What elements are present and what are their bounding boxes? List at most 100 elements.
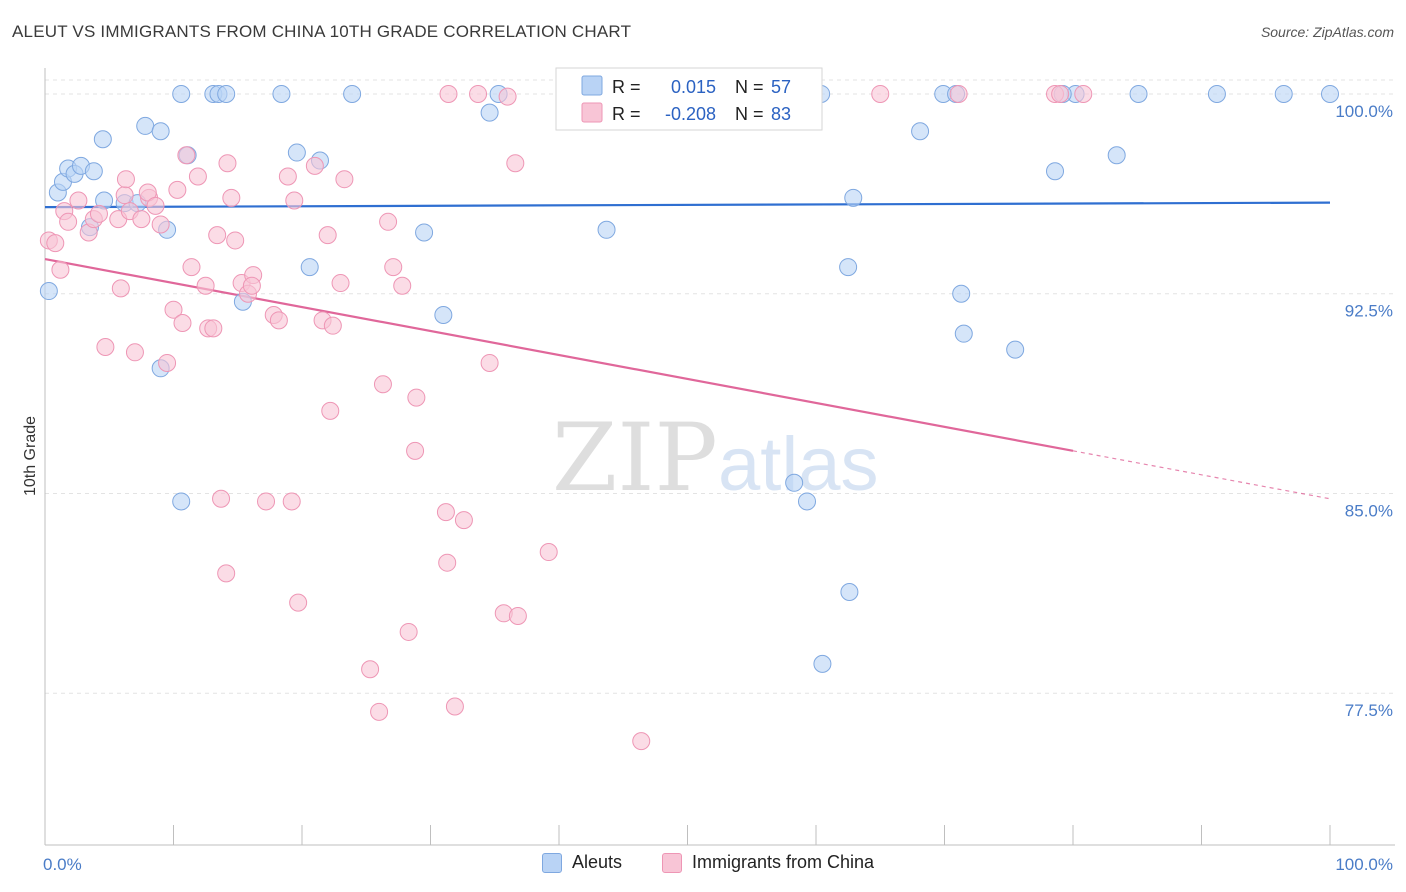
aleut-point (172, 84, 191, 103)
china-point (289, 593, 308, 612)
trend-line-aleuts (44, 201, 1331, 209)
aleut-point (952, 284, 971, 303)
china-point (506, 154, 525, 173)
aleut-point (597, 220, 616, 239)
axes (44, 68, 1395, 846)
legend-china-n-label: N = (735, 104, 764, 124)
aleut-point (839, 258, 858, 277)
china-point (212, 489, 231, 508)
china-point (285, 191, 304, 210)
china-point (480, 353, 499, 372)
aleut-point (415, 223, 434, 242)
china-point (132, 210, 151, 229)
aleut-point (1046, 162, 1065, 181)
china-point (871, 84, 890, 103)
china-point (116, 170, 135, 189)
legend-label-aleuts: Aleuts (572, 852, 623, 872)
y-axis-label: 10th Grade (22, 416, 39, 496)
legend-china-n-value: 83 (771, 104, 791, 124)
aleut-point (1321, 84, 1339, 103)
aleut-point (844, 188, 863, 207)
china-point (439, 84, 458, 103)
china-point (173, 314, 192, 333)
y-tick-label: 100.0% (1335, 102, 1393, 121)
china-point (331, 274, 350, 293)
aleut-point (1129, 84, 1148, 103)
gridlines (45, 79, 1395, 694)
aleut-point (272, 84, 291, 103)
china-point (46, 234, 65, 253)
y-tick-label: 85.0% (1345, 501, 1393, 520)
aleut-point (480, 103, 499, 122)
watermark-zip: ZIP (552, 404, 718, 513)
y-tick-label: 92.5% (1345, 302, 1393, 321)
aleut-point (840, 582, 859, 601)
aleut-point (434, 306, 453, 325)
aleut-point (813, 654, 832, 673)
china-point (406, 441, 425, 460)
china-point (208, 226, 227, 245)
source-label: Source: ZipAtlas.com (1260, 24, 1394, 40)
x-tick-max: 100.0% (1335, 855, 1393, 874)
china-point (323, 316, 342, 335)
china-point (89, 204, 108, 223)
china-point (407, 388, 426, 407)
china-point (1051, 84, 1070, 103)
aleut-point (136, 116, 155, 135)
aleut-point (785, 473, 804, 492)
aleut-point (172, 492, 191, 511)
aleut-point (217, 84, 236, 103)
legend-aleut-r-value: 0.015 (671, 77, 716, 97)
aleut-point (1107, 146, 1126, 165)
aleut-point (300, 258, 319, 277)
china-point (370, 702, 389, 721)
legend-china-r-value: -0.208 (665, 104, 716, 124)
legend-china-r-label: R = (612, 104, 641, 124)
china-point (393, 276, 412, 295)
china-point (632, 732, 651, 751)
aleut-point (1207, 84, 1226, 103)
china-point (539, 543, 558, 562)
china-point (321, 401, 340, 420)
china-point (158, 353, 177, 372)
china-point (335, 170, 354, 189)
y-tick-labels: 77.5% 85.0% 92.5% 100.0% (1335, 102, 1393, 720)
china-point (361, 660, 380, 679)
china-point (305, 156, 324, 175)
watermark-atlas: atlas (718, 422, 879, 507)
china-point (218, 154, 237, 173)
trend-lines (44, 201, 1331, 500)
china-point (318, 226, 337, 245)
legend-china-swatch (581, 102, 603, 123)
china-point (138, 183, 157, 202)
china-point (508, 606, 527, 625)
china-point (269, 311, 288, 330)
china-point (96, 337, 115, 356)
china-point (59, 212, 78, 231)
china-point (111, 279, 130, 298)
series-legend: Aleuts Immigrants from China (0, 852, 1406, 878)
china-point (445, 697, 464, 716)
china-point (469, 84, 488, 103)
aleut-point (39, 282, 58, 301)
china-point (1074, 84, 1093, 103)
china-point (188, 167, 207, 186)
aleut-point (84, 162, 103, 181)
china-point (151, 215, 170, 234)
china-point (257, 492, 276, 511)
aleut-point (1006, 340, 1025, 359)
china-point (498, 87, 517, 106)
aleut-point (93, 130, 112, 149)
china-point (226, 231, 245, 250)
china-point (384, 258, 403, 277)
aleut-point (954, 324, 973, 343)
china-point (51, 260, 70, 279)
china-point (115, 186, 134, 205)
china-point (204, 319, 223, 338)
legend-aleut-n-label: N = (735, 77, 764, 97)
stats-legend: R = 0.015 N = 57 R = -0.208 N = 83 (555, 67, 823, 131)
aleut-point (798, 492, 817, 511)
legend-label-china: Immigrants from China (692, 852, 875, 872)
legend-swatch-china (662, 852, 682, 873)
china-point (379, 212, 398, 231)
